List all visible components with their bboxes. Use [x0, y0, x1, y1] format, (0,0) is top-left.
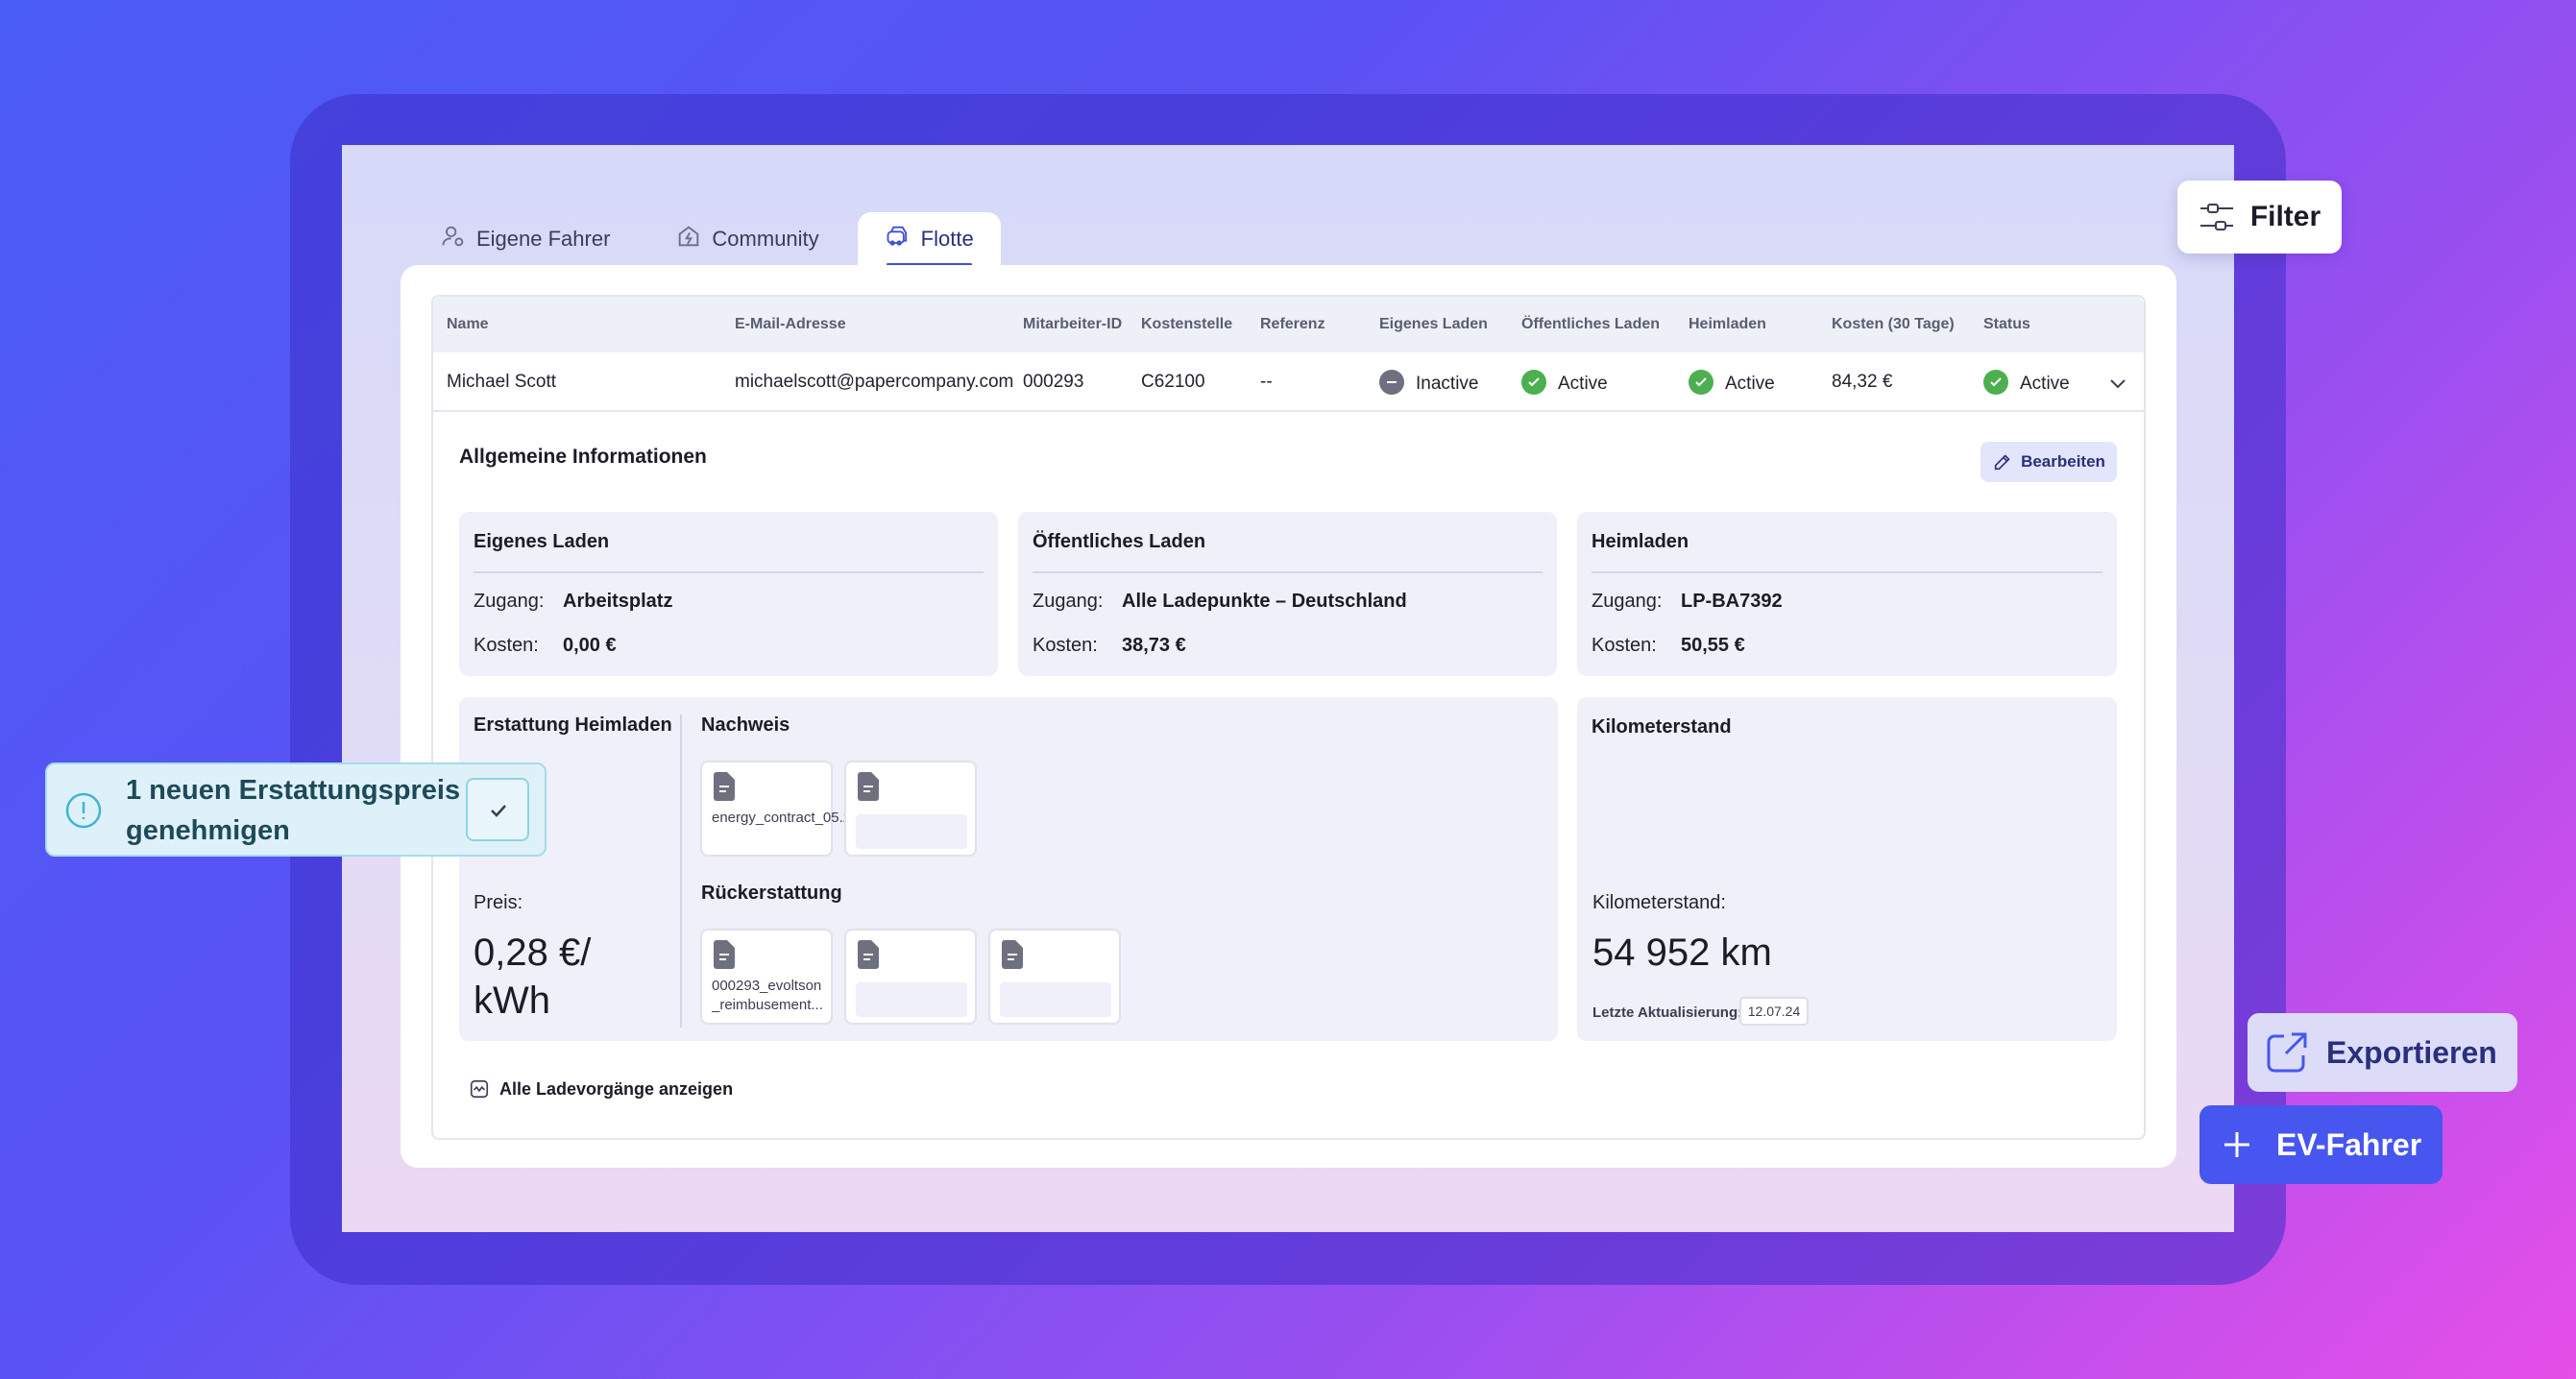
divider: [1592, 571, 2102, 573]
filter-sliders-icon: [2199, 204, 2233, 230]
last-updated-date: 12.07.24: [1739, 997, 1809, 1026]
cell-employee-id: 000293: [1023, 372, 1084, 392]
col-public-charging[interactable]: Öffentliches Laden: [1521, 316, 1661, 332]
col-name[interactable]: Name: [447, 316, 489, 332]
panel-title: Eigenes Laden: [474, 531, 610, 552]
price-value-line2: kWh: [474, 980, 550, 1022]
file-name-placeholder: [856, 814, 967, 849]
table-row[interactable]: Michael Scott michaelscott@papercompany.…: [433, 352, 2144, 412]
cell-own-charging: Inactive: [1379, 370, 1478, 397]
file-card[interactable]: energy_contract_05.2024.pdf: [700, 761, 900, 857]
access-row: Zugang: Arbeitsplatz: [474, 591, 673, 612]
check-icon: [491, 805, 506, 817]
inactive-icon: [1379, 370, 1404, 395]
tab-community[interactable]: Community: [648, 212, 845, 266]
price-label: Preis:: [474, 892, 523, 913]
lightning-house-icon: [675, 223, 702, 255]
car-fleet-icon: [885, 223, 911, 255]
col-status[interactable]: Status: [1983, 316, 2030, 332]
cost-row: Kosten: 38,73 €: [1033, 635, 1186, 656]
col-email[interactable]: E-Mail-Adresse: [735, 316, 846, 332]
external-link-icon: [2267, 1032, 2307, 1073]
panel-title: Öffentliches Laden: [1033, 531, 1206, 552]
panel-title: Kilometerstand: [1592, 716, 1732, 738]
document-icon: [714, 772, 735, 801]
tab-bar: Eigene Fahrer Community Flotte: [413, 210, 1001, 266]
info-circle-icon: [65, 792, 102, 829]
last-updated-label: Letzte Aktualisierung:: [1592, 1004, 1743, 1021]
document-icon: [714, 940, 735, 969]
cost-row: Kosten: 50,55 €: [1592, 635, 1745, 656]
file-name-placeholder: [856, 982, 967, 1017]
odometer-value: 54 952 km: [1592, 931, 1772, 974]
approval-notification: 1 neuen Erstattungspreis genehmigen: [45, 762, 547, 857]
panel-title: Heimladen: [1592, 531, 1689, 552]
odometer-label: Kilometerstand:: [1592, 892, 1726, 913]
filter-button[interactable]: Filter: [2177, 181, 2342, 254]
document-icon: [1002, 940, 1023, 969]
document-icon: [858, 940, 879, 969]
col-cost-30[interactable]: Kosten (30 Tage): [1832, 316, 1955, 332]
cell-cost-30: 84,32 €: [1832, 372, 1893, 392]
cell-cost-center: C62100: [1141, 372, 1205, 392]
file-card[interactable]: [988, 929, 1121, 1025]
cell-name: Michael Scott: [447, 372, 557, 392]
activity-icon: [470, 1079, 489, 1099]
tab-label: Flotte: [920, 227, 974, 251]
col-cost-center[interactable]: Kostenstelle: [1141, 316, 1233, 332]
col-reference[interactable]: Referenz: [1260, 316, 1325, 332]
file-name-placeholder: [1000, 982, 1111, 1017]
file-name: 000293_evoltson_reimbusement...: [712, 978, 823, 1013]
panel-odometer: Kilometerstand: [1577, 697, 2117, 1041]
refund-title: Rückerstattung: [701, 883, 842, 904]
cell-email: michaelscott@papercompany.com: [735, 372, 1014, 392]
approve-button[interactable]: [466, 778, 529, 841]
table-header: Name E-Mail-Adresse Mitarbeiter-ID Koste…: [433, 297, 2144, 352]
check-circle-icon: [1689, 370, 1713, 395]
check-circle-icon: [1521, 370, 1546, 395]
cell-home-charging: Active: [1689, 370, 1775, 397]
cell-public-charging: Active: [1521, 370, 1608, 397]
file-card[interactable]: [844, 761, 977, 857]
pencil-icon: [1994, 454, 2010, 471]
file-card[interactable]: 000293_evoltson_reimbusement...: [700, 929, 833, 1025]
access-row: Zugang: Alle Ladepunkte – Deutschland: [1033, 591, 1407, 612]
chevron-down-icon[interactable]: [2106, 372, 2129, 395]
reimbursement-title: Erstattung Heimladen: [474, 714, 672, 736]
tab-eigene-fahrer[interactable]: Eigene Fahrer: [413, 212, 637, 266]
price-value-line1: 0,28 €/: [474, 931, 592, 974]
divider: [1033, 571, 1543, 573]
panel-own-charging: Eigenes Laden Zugang: Arbeitsplatz Kosten…: [459, 512, 998, 676]
detail-title: Allgemeine Informationen: [459, 446, 707, 468]
divider: [474, 571, 984, 573]
file-card[interactable]: [844, 929, 977, 1025]
cell-status: Active: [1983, 370, 2070, 397]
add-ev-driver-button[interactable]: EV-Fahrer: [2199, 1105, 2442, 1184]
access-row: Zugang: LP-BA7392: [1592, 591, 1783, 612]
divider: [680, 714, 682, 1028]
file-name: energy_contract_05.2024.pdf: [712, 810, 900, 826]
col-home-charging[interactable]: Heimladen: [1689, 316, 1766, 332]
document-icon: [858, 772, 879, 801]
panel-public-charging: Öffentliches Laden Zugang: Alle Ladepunkt…: [1018, 512, 1557, 676]
col-employee-id[interactable]: Mitarbeiter-ID: [1023, 316, 1123, 332]
export-button[interactable]: Exportieren: [2248, 1013, 2517, 1092]
edit-button[interactable]: Bearbeiten: [1981, 442, 2117, 482]
tab-flotte[interactable]: Flotte: [857, 212, 1001, 266]
cell-reference: --: [1260, 372, 1273, 392]
user-settings-icon: [440, 223, 467, 255]
plus-icon: [2224, 1132, 2249, 1157]
tab-label: Community: [712, 227, 819, 251]
proof-title: Nachweis: [701, 714, 790, 736]
panel-home-charging: Heimladen Zugang: LP-BA7392 Kosten: 50,55 …: [1577, 512, 2117, 676]
show-all-sessions-link[interactable]: Alle Ladevorgänge anzeigen: [469, 1078, 733, 1100]
tab-label: Eigene Fahrer: [476, 227, 611, 251]
check-circle-icon: [1983, 370, 2008, 395]
cost-row: Kosten: 0,00 €: [474, 635, 617, 656]
col-own-charging[interactable]: Eigenes Laden: [1379, 316, 1488, 332]
approval-message: 1 neuen Erstattungspreis genehmigen: [126, 775, 461, 846]
